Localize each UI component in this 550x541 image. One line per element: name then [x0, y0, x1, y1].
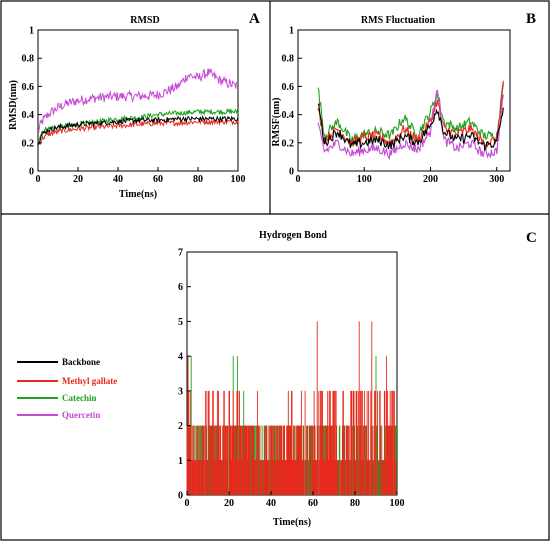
x-tick-label: 80 [193, 174, 203, 185]
panel-rmsf: RMS Fluctuation B 0 100 200 300 00.20.40.60… [271, 11, 536, 185]
y-tick-label: 0.8 [282, 54, 295, 65]
panel-rmsd-yticks: 0 0.2 0.4 0.6 0.8 1 [22, 26, 42, 178]
x-tick-label: 0 [296, 174, 301, 185]
y-tick-label: 0 [29, 167, 34, 178]
x-tick-label: 20 [73, 174, 83, 185]
panel-rmsf-plot-area [297, 29, 511, 172]
panel-rmsf-title: RMS Fluctuation [361, 15, 436, 26]
panel-rmsf-series [317, 80, 504, 161]
y-tick-label: 0.2 [22, 138, 35, 149]
panel-hbond-title: Hydrogen Bond [259, 230, 327, 241]
series-line-quercetin [37, 67, 239, 134]
y-tick-label: 3 [178, 386, 183, 397]
panel-a-letter: A [249, 11, 260, 27]
legend-entry-backbone: Backbone [17, 357, 100, 367]
panel-c-letter: C [526, 230, 537, 246]
y-tick-label: 0 [289, 167, 294, 178]
y-tick-label: 0 [178, 491, 183, 502]
y-tick-label: 7 [178, 248, 183, 259]
legend-label-catechin: Catechin [62, 393, 97, 403]
y-tick-label: 0.6 [282, 82, 295, 93]
series-line-catechin [317, 83, 504, 144]
panel-rmsf-ylabel: RMSF(nm) [271, 98, 282, 147]
x-tick-label: 300 [489, 174, 504, 185]
panel-rmsd-title: RMSD [130, 15, 159, 26]
y-tick-label: 6 [178, 282, 183, 293]
panel-rmsf-xticks: 0 100 200 300 [296, 167, 504, 185]
legend-label-methyl-gallate: Methyl gallate [62, 376, 117, 386]
panel-hbond-xticks: 0 20 40 60 80 100 [185, 491, 405, 509]
legend-entry-catechin: Catechin [17, 393, 97, 403]
x-tick-label: 100 [357, 174, 372, 185]
y-tick-label: 1 [178, 456, 183, 467]
panel-hbond: Hydrogen Bond C 0 20 40 60 80 100 0 1 2 3 4 5 6 7 Ti… [178, 230, 537, 528]
series-trace-methyl-gallate [186, 321, 397, 495]
x-tick-label: 100 [231, 174, 246, 185]
panel-rmsf-yticks: 0 0.2 0.4 0.6 0.8 1 [282, 26, 302, 178]
y-tick-label: 1 [29, 26, 34, 37]
legend-label-backbone: Backbone [62, 357, 100, 367]
x-tick-label: 80 [350, 498, 360, 509]
x-tick-label: 60 [308, 498, 318, 509]
panel-rmsd-xticks: 0 20 40 60 80 100 [36, 167, 246, 185]
panel-hbond-xlabel: Time(ns) [273, 517, 311, 528]
panel-hbond-series [186, 321, 397, 495]
y-tick-label: 5 [178, 317, 183, 328]
x-tick-label: 100 [390, 498, 405, 509]
y-tick-label: 0.6 [22, 82, 35, 93]
panel-b-letter: B [526, 11, 536, 27]
y-tick-label: 1 [289, 26, 294, 37]
x-tick-label: 20 [224, 498, 234, 509]
series-line-methyl-gallate [37, 118, 239, 146]
x-tick-label: 40 [266, 498, 276, 509]
series-line-backbone [37, 114, 239, 146]
y-tick-label: 0.8 [22, 54, 35, 65]
x-tick-label: 0 [185, 498, 190, 509]
y-tick-label: 0.2 [282, 138, 295, 149]
x-tick-label: 200 [423, 174, 438, 185]
legend-label-quercetin: Quercetin [62, 410, 100, 420]
series-line-quercetin [317, 89, 504, 161]
panel-rmsd-ylabel: RMSD(nm) [8, 80, 19, 130]
series-bars-methyl-gallate [186, 321, 397, 495]
y-tick-label: 2 [178, 421, 183, 432]
panel-rmsd-xlabel: Time(ns) [119, 189, 157, 200]
y-tick-label: 4 [178, 352, 183, 363]
series-line-backbone [317, 103, 504, 151]
series-line-methyl-gallate [317, 80, 504, 149]
y-tick-label: 0.4 [282, 110, 295, 121]
panel-hbond-yticks: 0 1 2 3 4 5 6 7 [178, 248, 191, 502]
legend-entry-quercetin: Quercetin [17, 410, 100, 420]
panel-rmsd-series [37, 67, 239, 146]
x-tick-label: 40 [113, 174, 123, 185]
legend: Backbone Methyl gallate Catechin Quercet… [17, 357, 117, 420]
legend-entry-methyl-gallate: Methyl gallate [17, 376, 117, 386]
x-tick-label: 0 [36, 174, 41, 185]
x-tick-label: 60 [153, 174, 163, 185]
panel-rmsd-plot-area [37, 29, 239, 172]
panel-rmsd: RMSD A 0 20 40 60 80 100 0 0.2 0.4 0.6 0.8 1 Time(… [8, 11, 260, 200]
y-tick-label: 0.4 [22, 110, 35, 121]
